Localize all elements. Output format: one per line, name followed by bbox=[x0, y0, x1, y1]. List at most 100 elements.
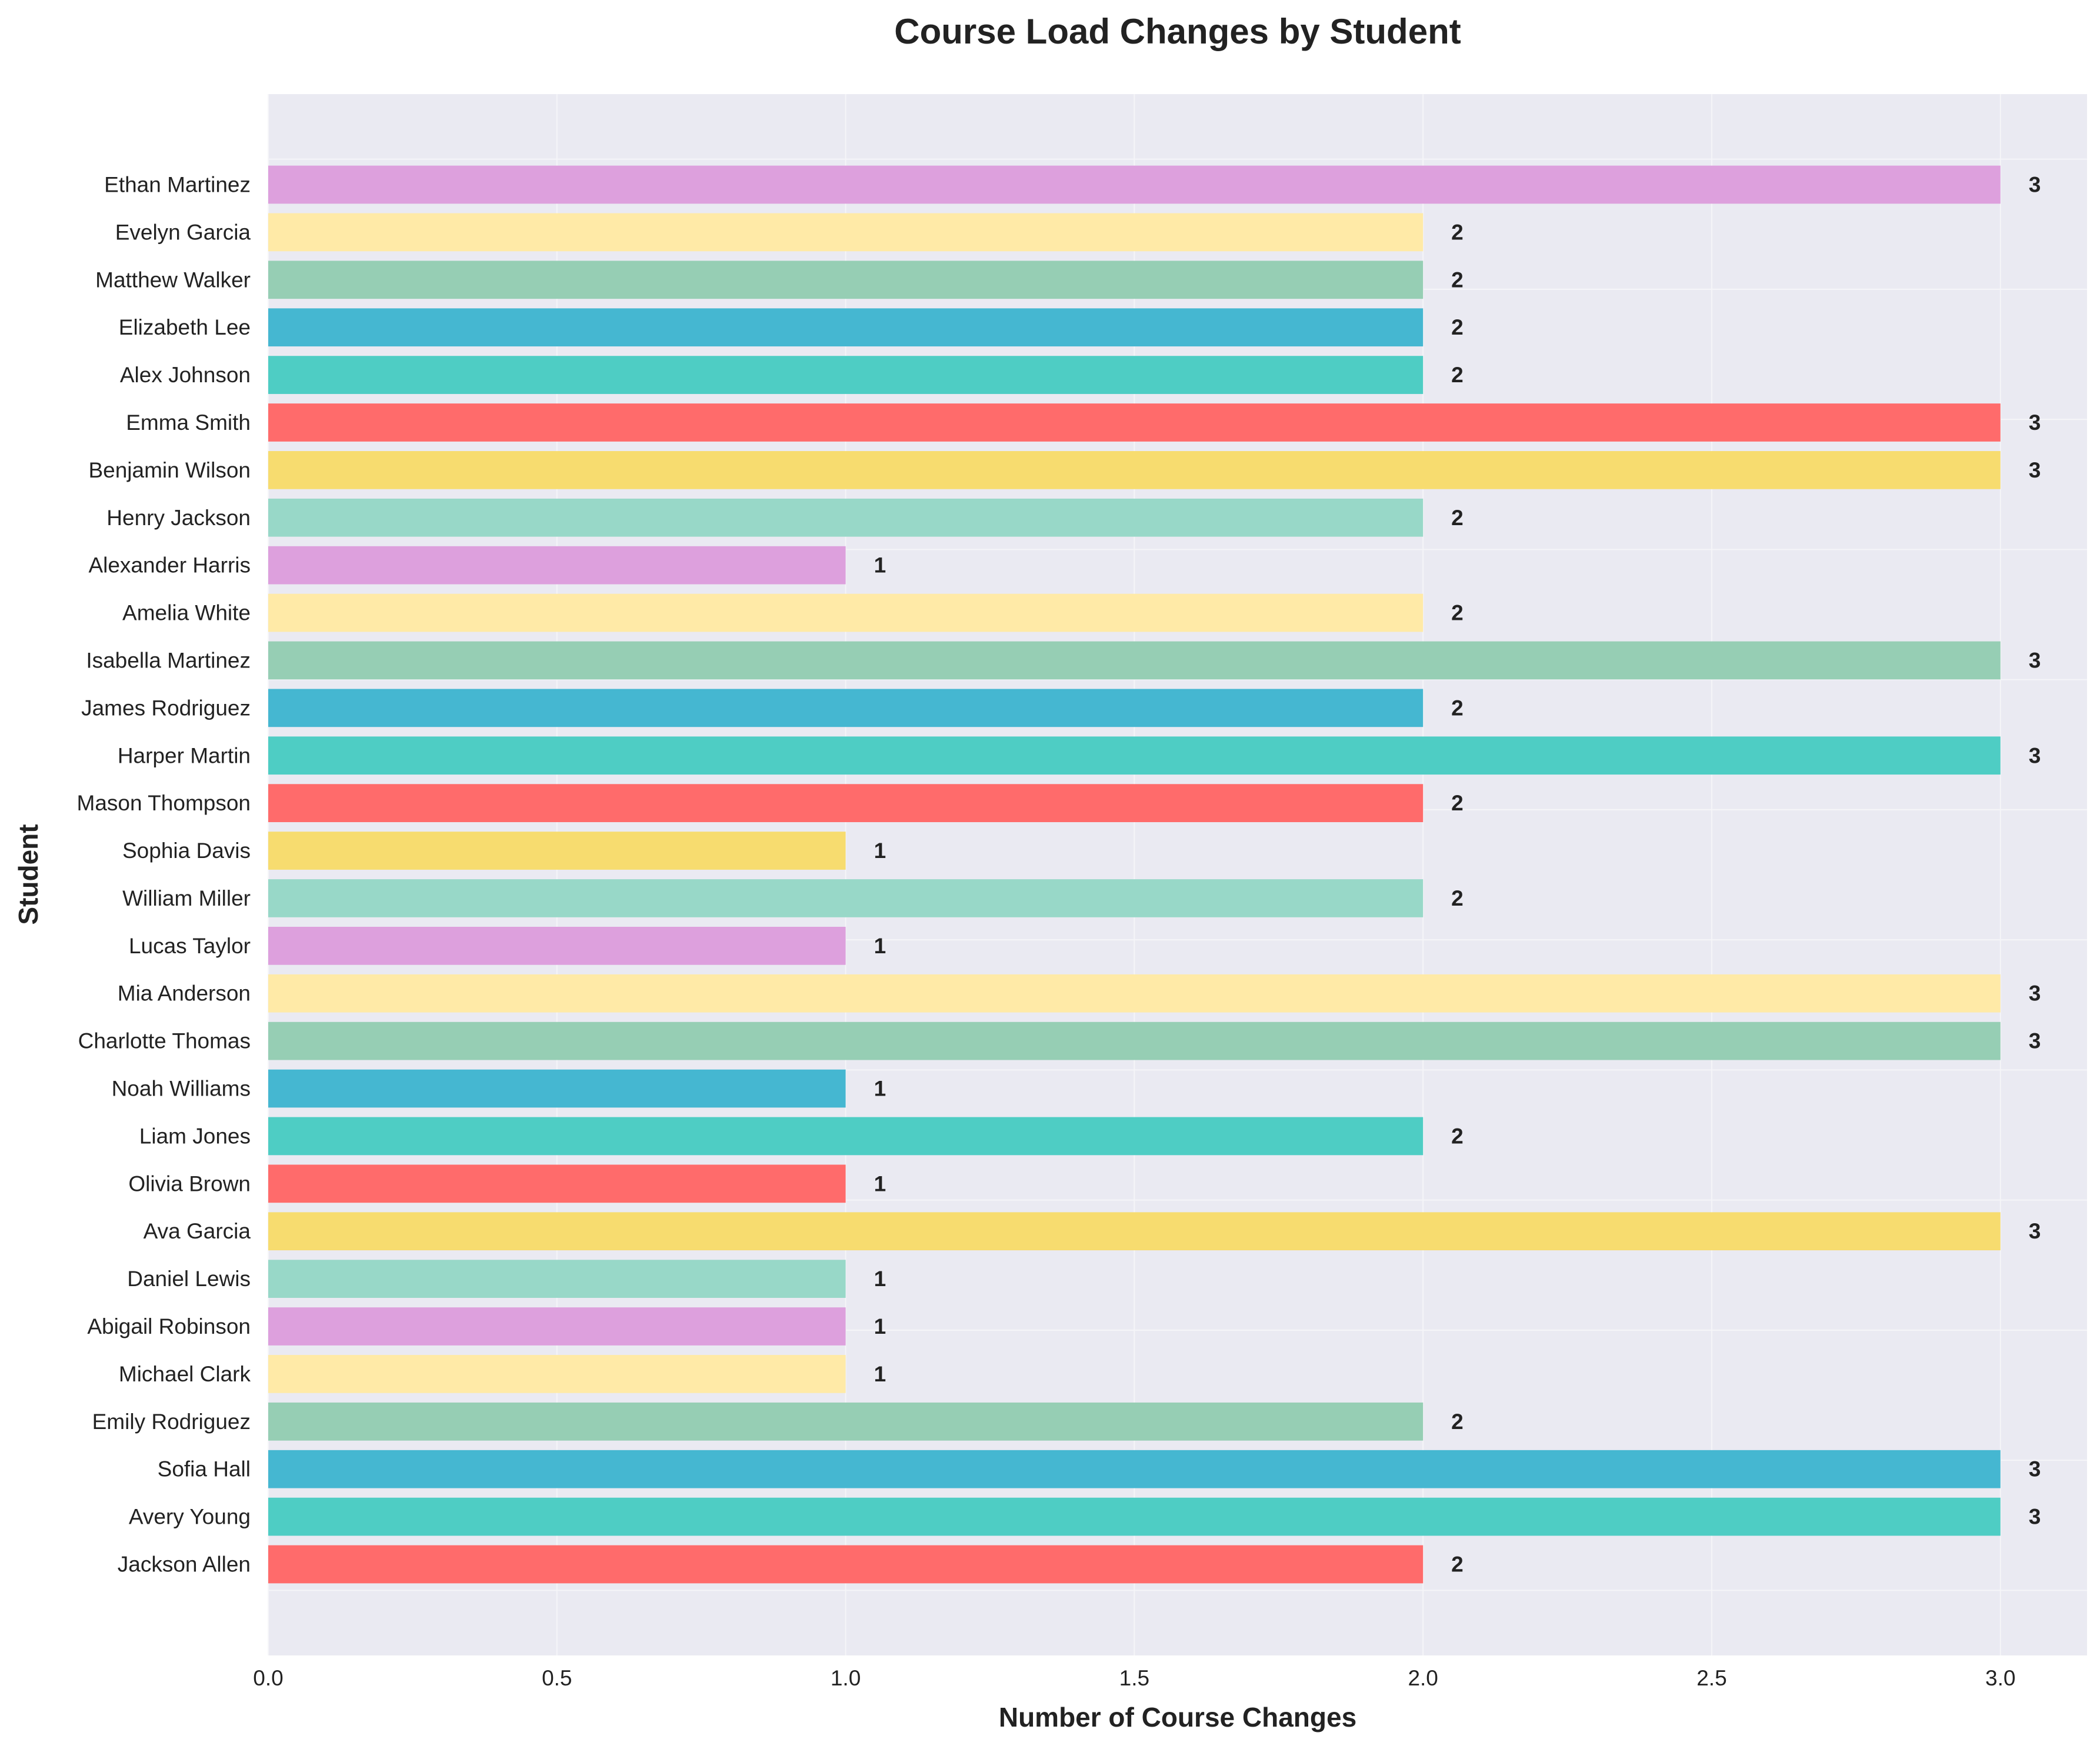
bar bbox=[268, 736, 2001, 775]
x-tick-label: 0.5 bbox=[542, 1666, 572, 1690]
y-tick-label: Alex Johnson bbox=[120, 363, 251, 387]
y-tick-label: Henry Jackson bbox=[106, 506, 251, 530]
bar bbox=[268, 832, 846, 870]
bar-value-label: 3 bbox=[2029, 458, 2041, 482]
x-tick-label: 0.0 bbox=[253, 1666, 283, 1690]
bar bbox=[268, 784, 1424, 823]
x-tick-label: 2.5 bbox=[1696, 1666, 1726, 1690]
bar-value-label: 1 bbox=[874, 934, 886, 958]
y-tick-label: Charlotte Thomas bbox=[78, 1029, 251, 1053]
y-tick-label: Evelyn Garcia bbox=[115, 220, 251, 244]
bar-value-label: 2 bbox=[1451, 363, 1464, 387]
bar bbox=[268, 1117, 1424, 1156]
x-axis-tick-labels: 0.0 0.5 1.0 1.5 2.0 2.5 3.0 bbox=[253, 1666, 2015, 1690]
x-tick-label: 1.5 bbox=[1119, 1666, 1149, 1690]
bar-value-label: 2 bbox=[1451, 1124, 1464, 1148]
bar bbox=[268, 308, 1424, 347]
bar bbox=[268, 451, 2001, 489]
chart-title: Course Load Changes by Student bbox=[894, 12, 1461, 51]
bar bbox=[268, 974, 2001, 1013]
y-tick-label: Jackson Allen bbox=[118, 1553, 251, 1577]
y-tick-label: Benjamin Wilson bbox=[88, 458, 251, 482]
y-tick-label: Olivia Brown bbox=[128, 1171, 251, 1196]
bar-value-label: 1 bbox=[874, 1267, 886, 1291]
bar bbox=[268, 1545, 1424, 1584]
y-tick-label: Isabella Martinez bbox=[86, 648, 251, 672]
bar-value-label: 3 bbox=[2029, 173, 2041, 197]
y-tick-label: Emma Smith bbox=[126, 410, 251, 435]
x-tick-label: 1.0 bbox=[831, 1666, 861, 1690]
bar-value-label: 2 bbox=[1451, 506, 1464, 530]
bars bbox=[268, 165, 2001, 1584]
x-tick-label: 3.0 bbox=[1985, 1666, 2015, 1690]
bar-value-label: 2 bbox=[1451, 886, 1464, 910]
bar bbox=[268, 1212, 2001, 1251]
bar-value-label: 3 bbox=[2029, 410, 2041, 435]
y-tick-label: Matthew Walker bbox=[95, 268, 251, 292]
bar-value-label: 3 bbox=[2029, 982, 2041, 1006]
bar bbox=[268, 641, 2001, 680]
y-tick-label: William Miller bbox=[122, 886, 251, 910]
bar-value-label: 3 bbox=[2029, 1457, 2041, 1481]
y-tick-label: Liam Jones bbox=[139, 1124, 251, 1148]
bar bbox=[268, 165, 2001, 204]
y-tick-label: Sophia Davis bbox=[122, 839, 251, 863]
y-tick-label: Emily Rodriguez bbox=[92, 1410, 251, 1434]
y-tick-label: Daniel Lewis bbox=[127, 1267, 251, 1291]
bar bbox=[268, 1164, 846, 1203]
bar-value-label: 2 bbox=[1451, 1553, 1464, 1577]
bar bbox=[268, 498, 1424, 537]
bar bbox=[268, 1450, 2001, 1488]
bar-value-label: 2 bbox=[1451, 696, 1464, 720]
bar-value-label: 1 bbox=[874, 1362, 886, 1386]
bar-value-label: 1 bbox=[874, 839, 886, 863]
y-tick-label: Mia Anderson bbox=[118, 982, 251, 1006]
y-tick-label: Noah Williams bbox=[112, 1077, 251, 1101]
y-tick-label: Ava Garcia bbox=[144, 1219, 251, 1243]
bar bbox=[268, 546, 846, 585]
bar bbox=[268, 1355, 846, 1393]
bar bbox=[268, 879, 1424, 917]
bar bbox=[268, 356, 1424, 394]
bar-value-label: 1 bbox=[874, 553, 886, 577]
y-axis-label: Student bbox=[13, 824, 44, 924]
bar bbox=[268, 1021, 2001, 1060]
y-tick-label: Abigail Robinson bbox=[87, 1314, 251, 1338]
x-axis-label: Number of Course Changes bbox=[999, 1702, 1356, 1732]
bar bbox=[268, 1260, 846, 1298]
x-tick-label: 2.0 bbox=[1408, 1666, 1438, 1690]
bar-value-label: 2 bbox=[1451, 220, 1464, 244]
y-tick-label: Sofia Hall bbox=[158, 1457, 251, 1481]
y-tick-label: Elizabeth Lee bbox=[119, 315, 251, 339]
bar-value-label: 3 bbox=[2029, 1505, 2041, 1529]
grid-lines bbox=[268, 94, 2087, 1655]
y-axis-tick-labels: Ethan Martinez Evelyn Garcia Matthew Walke… bbox=[77, 173, 251, 1577]
bar-value-label: 2 bbox=[1451, 601, 1464, 625]
y-tick-label: James Rodriguez bbox=[81, 696, 251, 720]
bar bbox=[268, 1307, 846, 1346]
y-tick-label: Lucas Taylor bbox=[129, 934, 251, 958]
y-tick-label: Ethan Martinez bbox=[104, 173, 251, 197]
bar-value-label: 3 bbox=[2029, 648, 2041, 672]
bar bbox=[268, 593, 1424, 632]
y-tick-label: Harper Martin bbox=[118, 743, 251, 767]
bar bbox=[268, 1069, 846, 1108]
bar-value-label: 1 bbox=[874, 1171, 886, 1196]
bar-value-label: 1 bbox=[874, 1077, 886, 1101]
bar-value-label: 3 bbox=[2029, 1029, 2041, 1053]
y-tick-label: Michael Clark bbox=[119, 1362, 251, 1386]
bar-value-labels: 3 2 2 2 2 3 3 2 1 2 3 2 3 2 1 2 1 3 3 1 2 1 3 1 1 1 2 3 3 2 bbox=[874, 173, 2041, 1577]
bar-value-label: 2 bbox=[1451, 268, 1464, 292]
bar-value-label: 3 bbox=[2029, 743, 2041, 767]
bar bbox=[268, 1402, 1424, 1441]
bar bbox=[268, 926, 846, 965]
y-tick-label: Alexander Harris bbox=[88, 553, 251, 577]
bar bbox=[268, 261, 1424, 299]
bar-value-label: 2 bbox=[1451, 791, 1464, 815]
y-tick-label: Mason Thompson bbox=[77, 791, 251, 815]
bar-value-label: 3 bbox=[2029, 1219, 2041, 1243]
y-tick-label: Avery Young bbox=[129, 1505, 251, 1529]
bar bbox=[268, 689, 1424, 727]
